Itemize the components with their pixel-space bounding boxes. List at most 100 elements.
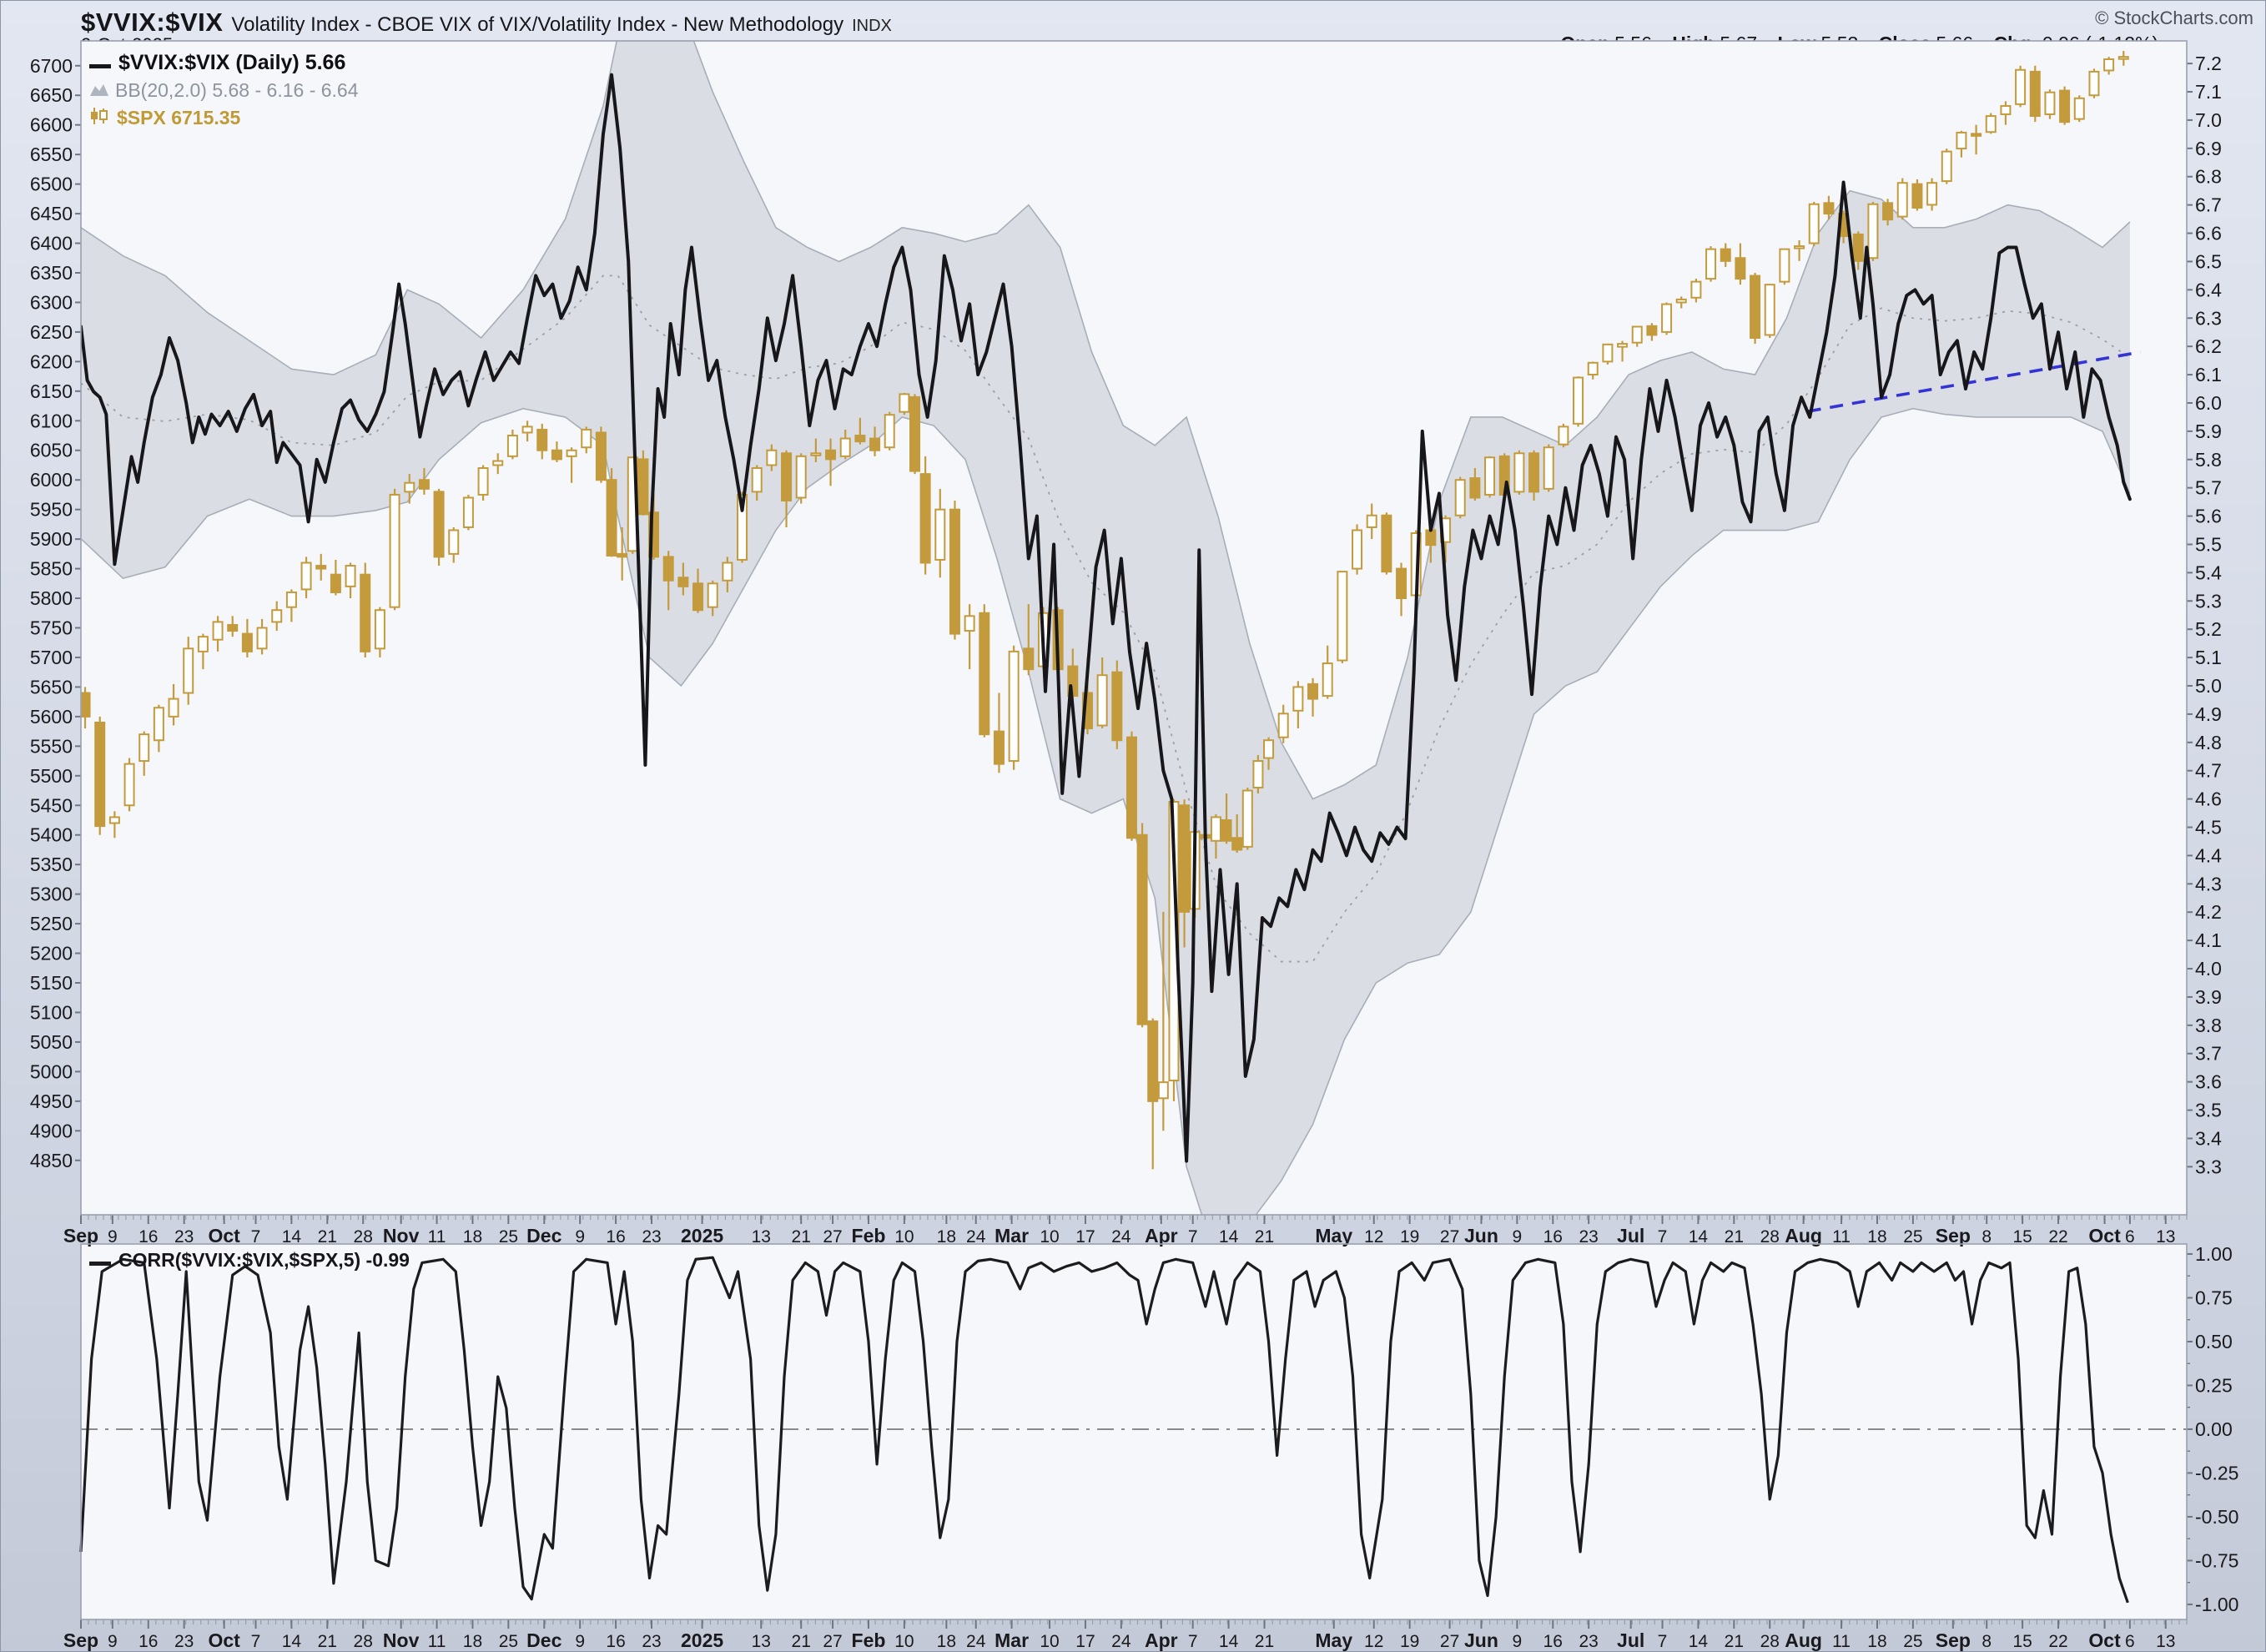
x-axis-bottom-label: 14 xyxy=(1689,1632,1709,1651)
spx-candle-body xyxy=(909,395,921,472)
left-axis-tick-label: 6150 xyxy=(30,380,73,402)
x-axis-top-label: 19 xyxy=(1400,1227,1419,1247)
spx-candle-body xyxy=(1454,479,1466,516)
spx-candle-body xyxy=(168,698,179,718)
spx-candle-body xyxy=(1558,426,1569,446)
spx-candle-body xyxy=(1147,1020,1159,1102)
left-axis-tick-label: 6100 xyxy=(30,410,73,431)
x-axis-bottom-label: 15 xyxy=(2012,1632,2032,1651)
x-axis-bottom-label: Mar xyxy=(995,1629,1029,1651)
left-axis-tick-label: 5100 xyxy=(30,1001,73,1023)
corr-axis-tick-label: 0.75 xyxy=(2195,1287,2233,1308)
x-axis-bottom-label: 16 xyxy=(138,1632,158,1651)
spx-candle-body xyxy=(1210,816,1221,842)
x-axis-bottom-label: 23 xyxy=(174,1632,194,1651)
right-axis-tick-label: 6.6 xyxy=(2195,223,2222,244)
spx-candle-body xyxy=(1136,834,1148,1025)
spx-candle-body xyxy=(1852,233,1864,262)
x-axis-bottom-label: Apr xyxy=(1145,1629,1178,1651)
right-axis-tick-label: 5.1 xyxy=(2195,647,2222,668)
right-axis-tick-label: 3.9 xyxy=(2195,986,2222,1008)
left-axis-tick-label: 6450 xyxy=(30,203,73,224)
x-axis-top-label: May xyxy=(1315,1225,1352,1247)
x-axis-bottom-label: 23 xyxy=(1579,1632,1599,1651)
x-axis-top-label: Nov xyxy=(383,1225,420,1247)
x-axis-top-label: 14 xyxy=(282,1227,302,1247)
x-axis-bottom-label: Jun xyxy=(1464,1629,1498,1651)
spx-candle-body xyxy=(2029,70,2041,118)
spx-candle-body xyxy=(2059,89,2071,123)
left-axis-tick-label: 6400 xyxy=(30,233,73,254)
x-axis-top-label: 16 xyxy=(606,1227,625,1247)
right-axis-tick-label: 5.4 xyxy=(2195,562,2222,583)
x-axis-top-label: Jul xyxy=(1617,1225,1644,1247)
left-axis-tick-label: 4950 xyxy=(30,1090,73,1112)
x-axis-bottom-label: 11 xyxy=(1832,1632,1851,1651)
corr-plot-background xyxy=(81,1244,2187,1619)
spx-candle-body xyxy=(934,508,946,561)
x-axis-top-label: 17 xyxy=(1075,1227,1095,1247)
x-axis-top-label: 9 xyxy=(108,1227,118,1247)
x-axis-bottom-label: 22 xyxy=(2048,1632,2067,1651)
spx-candle-body xyxy=(2117,56,2129,60)
left-axis-tick-label: 5850 xyxy=(30,558,73,580)
spx-candle-body xyxy=(360,573,371,652)
x-axis-bottom-label: Nov xyxy=(383,1629,420,1651)
corr-axis-tick-label: -0.25 xyxy=(2195,1462,2238,1483)
spx-candle-body xyxy=(1241,789,1253,848)
spx-candle-body xyxy=(1337,571,1348,662)
x-axis-bottom-label: 14 xyxy=(282,1632,302,1651)
x-axis-bottom-label: 27 xyxy=(1440,1632,1459,1651)
left-axis-tick-label: 6250 xyxy=(30,321,73,343)
right-axis-tick-label: 3.7 xyxy=(2195,1043,2222,1065)
spx-candle-body xyxy=(1779,248,1790,283)
x-axis-bottom-label: 7 xyxy=(1188,1632,1198,1651)
bollinger-band-area xyxy=(81,41,2130,1215)
spx-candle-body xyxy=(197,636,209,652)
spx-candle-body xyxy=(1484,456,1496,496)
spx-candle-body xyxy=(345,565,356,587)
left-axis-tick-label: 6300 xyxy=(30,291,73,313)
x-axis-top-label: 8 xyxy=(1981,1227,1992,1247)
x-axis-top-label: 10 xyxy=(894,1227,914,1247)
spx-candle-body xyxy=(1882,202,1894,221)
spx-candle-body xyxy=(183,647,194,694)
line-swatch-icon xyxy=(89,49,113,77)
spx-candle-body xyxy=(1646,325,1658,336)
main-legend: $VVIX:$VIX (Daily) 5.66 BB(20,2.0) 5.68 … xyxy=(89,49,359,132)
spx-candle-body xyxy=(418,479,430,490)
x-axis-bottom-label: 23 xyxy=(642,1632,661,1651)
spx-candle-body xyxy=(1125,736,1137,839)
x-axis-top-label: 9 xyxy=(575,1227,585,1247)
x-axis-bottom-label: 9 xyxy=(575,1632,585,1651)
x-axis-top-label: 23 xyxy=(1579,1227,1599,1247)
x-axis-bottom-label: 7 xyxy=(1658,1632,1668,1651)
corr-line-swatch-icon xyxy=(89,1249,113,1272)
left-axis-tick-label: 6700 xyxy=(30,55,73,77)
spx-candle-body xyxy=(662,556,674,582)
x-axis-bottom-label: 18 xyxy=(937,1632,956,1651)
spx-candle-body xyxy=(1307,682,1319,700)
corr-axis-tick-label: 0.00 xyxy=(2195,1418,2233,1440)
x-axis-top-label: Apr xyxy=(1145,1225,1178,1247)
spx-candle-body xyxy=(315,565,327,570)
spx-candle-body xyxy=(138,733,150,763)
left-axis-tick-label: 5550 xyxy=(30,735,73,757)
spx-candle-body xyxy=(648,511,660,558)
spx-candle-body xyxy=(1396,567,1407,600)
spx-candle-body xyxy=(581,428,592,449)
left-axis-tick-label: 5900 xyxy=(30,528,73,550)
left-axis-tick-label: 5800 xyxy=(30,587,73,609)
left-axis-tick-label: 6000 xyxy=(30,469,73,491)
x-axis-bottom-label: 12 xyxy=(1364,1632,1383,1651)
right-axis-tick-label: 4.1 xyxy=(2195,929,2222,951)
x-axis-bottom-label: 18 xyxy=(1867,1632,1886,1651)
x-axis-top-label: Oct xyxy=(2088,1225,2121,1247)
x-axis-top-label: 6 xyxy=(2125,1227,2135,1247)
x-axis-bottom-label: Dec xyxy=(526,1629,561,1651)
x-axis-top-label: 12 xyxy=(1364,1227,1383,1247)
x-axis-top-label: Feb xyxy=(852,1225,886,1247)
x-axis-bottom-label: 9 xyxy=(108,1632,118,1651)
x-axis-top-label: 28 xyxy=(354,1227,373,1247)
